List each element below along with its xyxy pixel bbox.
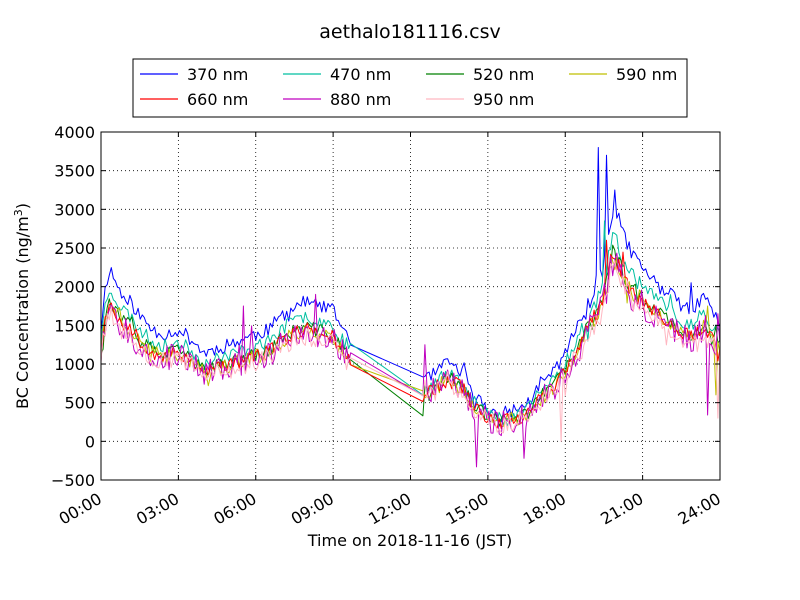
legend-label: 950 nm bbox=[473, 90, 534, 109]
legend-box bbox=[132, 58, 688, 118]
y-tick-label: 1000 bbox=[54, 355, 95, 374]
y-axis-label-superscript: 3 bbox=[12, 209, 25, 216]
legend: 370 nm 470 nm 520 nm 590 nm 660 nm 880 nm 950 … bbox=[132, 58, 688, 118]
chart-title: aethalo181116.csv bbox=[319, 21, 501, 43]
legend-label: 590 nm bbox=[616, 65, 677, 84]
y-tick-labels: −500 0 500 1000 1500 2000 2500 3000 3500 4000 bbox=[51, 123, 95, 490]
series-line-470-nm bbox=[101, 220, 720, 427]
y-tick-label: 500 bbox=[64, 394, 95, 413]
y-tick-label: 2000 bbox=[54, 278, 95, 297]
legend-label: 470 nm bbox=[330, 65, 391, 84]
y-tick-label: 2500 bbox=[54, 239, 95, 258]
series-layer bbox=[101, 147, 720, 468]
axis-ticks bbox=[100, 131, 721, 481]
series-line-950-nm bbox=[101, 260, 720, 442]
y-axis-label: BC Concentration (ng/m3) bbox=[12, 203, 32, 409]
y-tick-label: 1500 bbox=[54, 316, 95, 335]
y-axis-label-main: BC Concentration (ng/m bbox=[13, 216, 32, 409]
x-axis-label: Time on 2018-11-16 (JST) bbox=[307, 531, 512, 550]
y-axis-label-close: ) bbox=[13, 203, 32, 209]
legend-label: 880 nm bbox=[330, 90, 391, 109]
y-tick-label: −500 bbox=[51, 471, 95, 490]
legend-label: 520 nm bbox=[473, 65, 534, 84]
legend-label: 370 nm bbox=[187, 65, 248, 84]
series-line-370-nm bbox=[101, 147, 720, 423]
y-tick-label: 3000 bbox=[54, 200, 95, 219]
y-tick-label: 0 bbox=[85, 432, 95, 451]
y-tick-label: 4000 bbox=[54, 123, 95, 142]
legend-label: 660 nm bbox=[187, 90, 248, 109]
y-tick-label: 3500 bbox=[54, 162, 95, 181]
